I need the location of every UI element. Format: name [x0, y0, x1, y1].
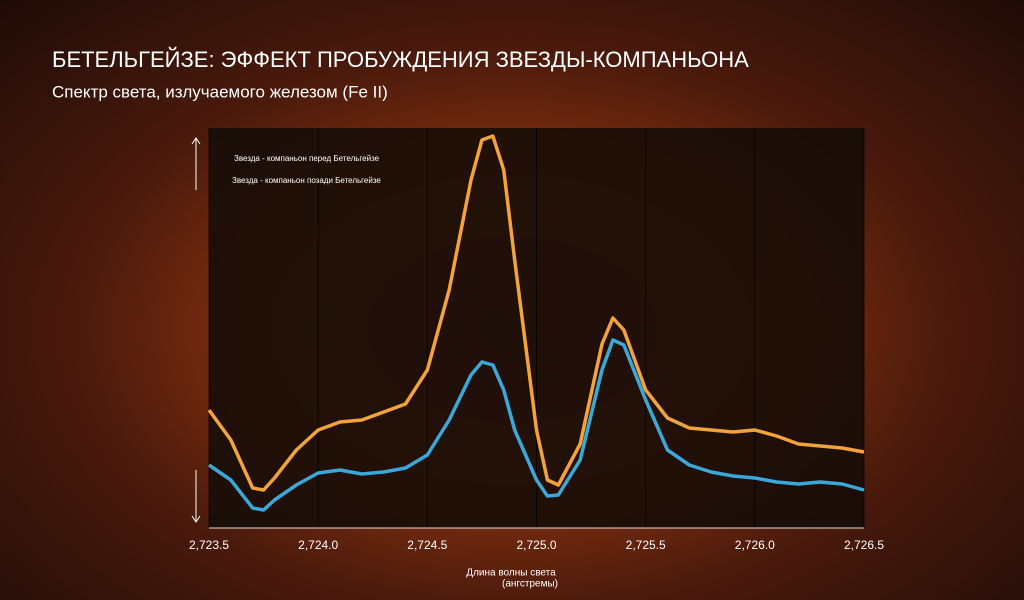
x-tick-label: 2,725.0: [516, 538, 556, 552]
x-axis-label: Длина волны света: [466, 568, 556, 579]
legend-label: Звезда - компаньон перед Бетельгейзе: [234, 154, 380, 163]
x-tick-label: 2,726.0: [735, 538, 775, 552]
x-tick-label: 2,724.5: [407, 538, 447, 552]
x-tick-label: 2,724.0: [298, 538, 338, 552]
x-axis-unit: (ангстремы): [502, 579, 558, 590]
x-tick-label: 2,723.5: [189, 538, 229, 552]
legend-label: Звезда - компаньон позади Бетельгейзе: [232, 176, 381, 185]
chart-subtitle: Спектр света, излучаемого железом (Fe II…: [52, 82, 388, 101]
series-line: [207, 134, 865, 492]
chart-title: БЕТЕЛЬГЕЙЗЕ: ЭФФЕКТ ПРОБУЖДЕНИЯ ЗВЕЗДЫ-К…: [52, 47, 749, 72]
x-tick-label: 2,726.5: [844, 538, 884, 552]
y-arrows: [191, 137, 201, 523]
series-line: [208, 338, 865, 512]
x-tick-label: 2,725.5: [626, 538, 666, 552]
